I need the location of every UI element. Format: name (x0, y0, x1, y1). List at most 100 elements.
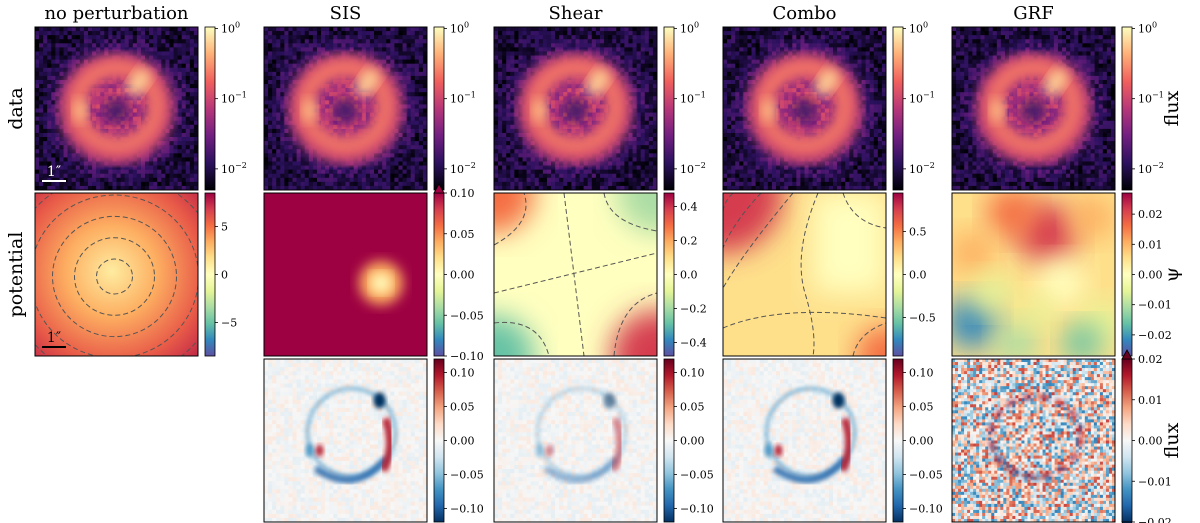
contour-line (723, 193, 794, 289)
colorbar-tick-label: 10−1 (1138, 91, 1164, 106)
colorbar-data-grf: 100 10−1 10−2 flux (1121, 20, 1183, 191)
colorbar-tick-label: 0.00 (1138, 269, 1163, 282)
colorbar-body (663, 192, 675, 357)
contour-line (852, 322, 886, 356)
colorbar-data-combo: 100 10−1 10−2 (892, 20, 935, 191)
row-label-data: data (5, 87, 27, 129)
colorbar-label: flux (1161, 422, 1183, 458)
panel-frame (493, 192, 658, 357)
panel-frame (34, 192, 199, 357)
colorbar-tick-label: 100 (909, 20, 928, 35)
colorbar-tick-label: −0.4 (680, 336, 707, 349)
colorbar-tick-label: 0.05 (450, 228, 475, 241)
scale-bar-label: 1″ (47, 164, 61, 180)
colorbar-data-shear: 100 10−1 10−2 (663, 20, 706, 191)
contour-line (723, 311, 886, 329)
contour-line (96, 258, 133, 295)
colorbar-tick-label: 0.00 (450, 269, 475, 282)
colorbar-body (892, 192, 904, 357)
panel-potential-sis (263, 192, 428, 357)
colorbar-tick-label: −0.2 (680, 302, 707, 315)
colorbar-body (204, 192, 216, 357)
panel-residual-grf (951, 358, 1116, 523)
contour-line (494, 252, 657, 294)
colorbar-tick-label: 0.05 (909, 401, 934, 414)
colorbar-tick-label: −5 (221, 316, 237, 329)
colorbar-tick-label: 100 (1138, 20, 1157, 35)
colorbar-tick-label: 10−1 (909, 91, 935, 106)
colorbar-residual-sis: 0.10 0.05 0.00 −0.05 −0.10 (433, 358, 484, 523)
colorbar-tick-label: 10−2 (221, 161, 247, 176)
colorbar-potential-combo: 0.5 0.0 −0.5 (892, 192, 936, 357)
colorbar-tick-label: −0.10 (680, 502, 714, 515)
colorbar-body (663, 26, 675, 191)
colorbar-label: flux (1161, 90, 1183, 126)
colorbar-tick-label: 100 (221, 20, 240, 35)
colorbar-tick-label: 10−2 (680, 161, 706, 176)
contour-line (52, 215, 177, 338)
panel-frame (493, 358, 658, 523)
colorbar-tick-label: 0 (221, 269, 228, 282)
contour-line (74, 237, 155, 316)
contour-line (723, 193, 734, 214)
colorbar-tick-label: 100 (680, 20, 699, 35)
panel-potential-no-perturbation (34, 192, 199, 357)
colorbar-residual-grf: 0.02 0.01 0.00 −0.01 −0.02 flux (1121, 349, 1183, 523)
colorbar-tick-label: 0.10 (909, 367, 934, 380)
colorbar-tick-label: −0.02 (1138, 329, 1172, 342)
panel-data-combo (722, 26, 887, 191)
colorbar-tick-label: 10−2 (909, 161, 935, 176)
colorbar-tick-label: −0.01 (1138, 299, 1172, 312)
colorbar-tick-label: −0.05 (450, 468, 484, 481)
panel-residual-combo (722, 358, 887, 523)
colorbar-body (1121, 192, 1133, 357)
colorbar-tick-label: 0.05 (450, 401, 475, 414)
colorbar-body (892, 358, 904, 523)
panel-frame (722, 26, 887, 191)
panel-frame (722, 192, 887, 357)
colorbar-tick-label: 0.01 (1138, 238, 1163, 251)
colorbar-tick-label: 0.5 (909, 226, 927, 239)
colorbar-tick-label: −0.10 (450, 502, 484, 515)
colorbar-tick-label: 0.4 (680, 201, 698, 214)
colorbar-body (892, 26, 904, 191)
colorbar-data-sis: 100 10−1 10−2 (433, 20, 476, 191)
colorbar-tick-label: 0.0 (680, 269, 698, 282)
column-title-1: SIS (330, 3, 362, 24)
colorbar-tick-label: −0.05 (680, 468, 714, 481)
scale-bar: 1″ (42, 330, 66, 348)
panel-frame (263, 192, 428, 357)
column-title-0: no perturbation (44, 3, 188, 24)
colorbar-residual-shear: 0.10 0.05 0.00 −0.05 −0.10 (663, 358, 714, 523)
colorbar-tick-label: 5 (221, 221, 228, 234)
colorbar-tick-label: −0.10 (909, 502, 943, 515)
colorbar-body (1121, 26, 1133, 191)
panel-data-sis (263, 26, 428, 191)
panel-potential-shear (493, 192, 658, 357)
panel-potential-grf (951, 192, 1116, 357)
column-title-4: GRF (1013, 3, 1053, 24)
colorbar-tick-label: −0.02 (1138, 516, 1172, 523)
colorbar-tick-label: 10−2 (450, 161, 476, 176)
colorbar-tick-label: 0.02 (1138, 353, 1163, 366)
colorbar-tick-label: −0.10 (450, 350, 484, 363)
scale-bar-label: 1″ (47, 330, 61, 346)
panel-residual-shear (493, 358, 658, 523)
contour-line (800, 193, 819, 356)
panel-data-no-perturbation (34, 26, 199, 191)
colorbar-tick-label: 100 (450, 20, 469, 35)
panel-frame (951, 26, 1116, 191)
colorbar-body (433, 358, 445, 523)
colorbar-tick-label: 0.00 (1138, 435, 1163, 448)
colorbar-tick-label: 10−2 (1138, 161, 1164, 176)
colorbar-tick-label: 10−1 (680, 91, 706, 106)
colorbar-tick-label: 10−1 (221, 91, 247, 106)
column-title-2: Shear (549, 3, 603, 24)
colorbar-tick-label: −0.05 (450, 309, 484, 322)
panel-residual-sis (263, 358, 428, 523)
colorbar-potential-shear: 0.4 0.2 0.0 −0.2 −0.4 (663, 192, 707, 357)
scale-bar: 1″ (42, 164, 66, 182)
panel-frame (493, 26, 658, 191)
panel-frame (263, 358, 428, 523)
